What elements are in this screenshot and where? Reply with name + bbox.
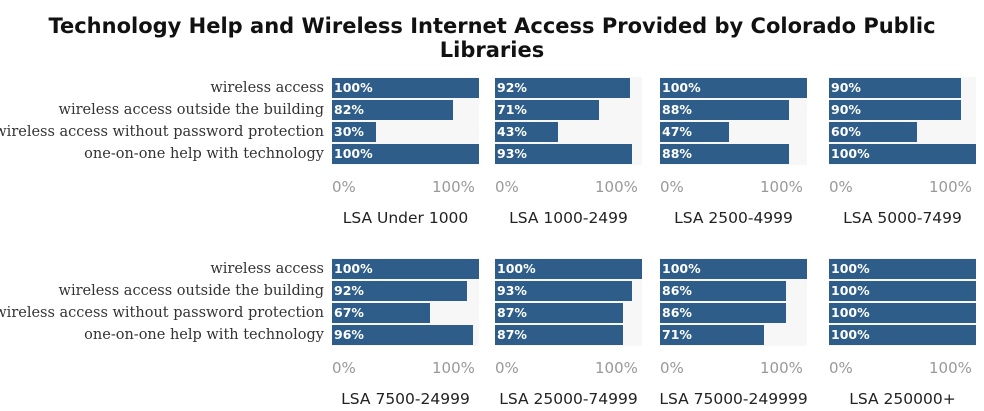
- bar: 87%: [495, 325, 623, 345]
- bar: 71%: [495, 100, 600, 120]
- x-tick-label: 100%: [595, 359, 638, 377]
- category-label: wireless access: [210, 261, 324, 277]
- category-label: one-on-one help with technology: [84, 327, 324, 343]
- x-tick-label: 0%: [829, 178, 853, 196]
- bar: 86%: [660, 303, 787, 323]
- category-label: wireless access without password protect…: [0, 305, 324, 321]
- bar: 71%: [660, 325, 765, 345]
- bar: 60%: [829, 122, 918, 142]
- bar: 100%: [829, 281, 976, 301]
- category-label: wireless access without password protect…: [0, 124, 324, 140]
- panel-title: LSA 5000-7499: [843, 209, 962, 227]
- x-tick-label: 0%: [829, 359, 853, 377]
- panel-title: LSA 75000-249999: [659, 390, 808, 408]
- panel-title: LSA 250000+: [849, 390, 956, 408]
- bar: 100%: [660, 259, 807, 279]
- panel-title: LSA 7500-24999: [341, 390, 470, 408]
- x-tick-label: 0%: [495, 178, 519, 196]
- bar: 88%: [660, 144, 790, 164]
- chart-title: Technology Help and Wireless Internet Ac…: [48, 14, 936, 62]
- bar: 90%: [829, 78, 962, 98]
- x-tick-label: 100%: [929, 178, 972, 196]
- x-tick-label: 100%: [760, 178, 803, 196]
- bar: 47%: [660, 122, 730, 142]
- bar: 100%: [332, 144, 479, 164]
- x-tick-label: 0%: [332, 178, 356, 196]
- category-label: wireless access outside the building: [58, 102, 324, 118]
- bar: 93%: [495, 144, 632, 164]
- panel-title: LSA Under 1000: [342, 209, 469, 227]
- category-label: wireless access: [210, 80, 324, 96]
- panel-title: LSA 25000-74999: [499, 390, 638, 408]
- x-tick-label: 100%: [432, 359, 475, 377]
- bar: 88%: [660, 100, 790, 120]
- x-tick-label: 100%: [595, 178, 638, 196]
- bar: 96%: [332, 325, 474, 345]
- x-tick-label: 0%: [332, 359, 356, 377]
- x-tick-label: 100%: [929, 359, 972, 377]
- bar: 100%: [829, 259, 976, 279]
- x-tick-label: 0%: [660, 359, 684, 377]
- bar: 100%: [829, 303, 976, 323]
- bar: 100%: [829, 144, 976, 164]
- bar: 86%: [660, 281, 787, 301]
- category-label: wireless access outside the building: [58, 283, 324, 299]
- x-tick-label: 100%: [760, 359, 803, 377]
- category-label: one-on-one help with technology: [84, 146, 324, 162]
- bar: 90%: [829, 100, 962, 120]
- x-tick-label: 0%: [660, 178, 684, 196]
- bar: 100%: [495, 259, 642, 279]
- bar: 67%: [332, 303, 431, 323]
- bar: 87%: [495, 303, 623, 323]
- bar: 100%: [332, 259, 479, 279]
- bar: 100%: [829, 325, 976, 345]
- x-tick-label: 0%: [495, 359, 519, 377]
- panel-title: LSA 2500-4999: [674, 209, 793, 227]
- panel-title: LSA 1000-2499: [509, 209, 628, 227]
- bar: 100%: [332, 78, 479, 98]
- bar: 92%: [332, 281, 468, 301]
- bar: 100%: [660, 78, 807, 98]
- bar: 92%: [495, 78, 631, 98]
- bar: 93%: [495, 281, 632, 301]
- bar: 43%: [495, 122, 559, 142]
- bar: 82%: [332, 100, 453, 120]
- bar: 30%: [332, 122, 377, 142]
- x-tick-label: 100%: [432, 178, 475, 196]
